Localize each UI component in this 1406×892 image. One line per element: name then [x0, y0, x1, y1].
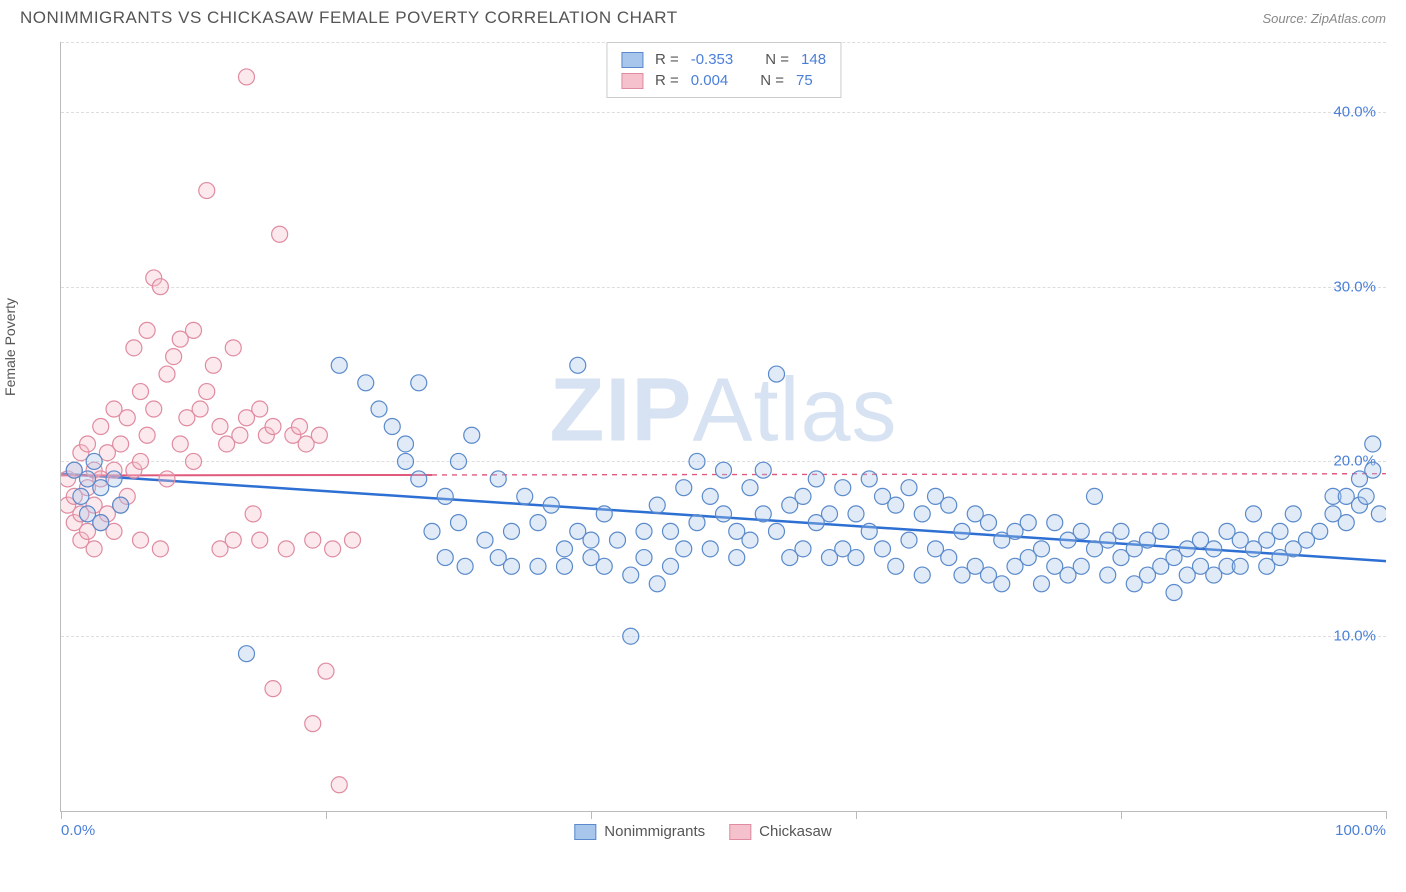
legend-swatch-nonimmigrants [574, 824, 596, 840]
legend-row-series2: R = 0.004 N = 75 [621, 70, 826, 91]
legend-item-chickasaw: Chickasaw [729, 823, 832, 840]
x-tick [856, 811, 857, 819]
legend-label: Nonimmigrants [604, 823, 705, 840]
n-value: 148 [801, 51, 826, 68]
legend-swatch-chickasaw [729, 824, 751, 840]
x-tick-label: 0.0% [61, 822, 95, 839]
x-tick [61, 811, 62, 819]
n-label: N = [765, 51, 789, 68]
r-label: R = [655, 72, 679, 89]
legend-swatch-series1 [621, 52, 643, 68]
x-tick [326, 811, 327, 819]
legend-item-nonimmigrants: Nonimmigrants [574, 823, 705, 840]
legend-label: Chickasaw [759, 823, 832, 840]
x-tick-label: 100.0% [1335, 822, 1386, 839]
y-axis-label: Female Poverty [2, 298, 18, 396]
legend-row-series1: R = -0.353 N = 148 [621, 49, 826, 70]
source-attribution: Source: ZipAtlas.com [1262, 11, 1386, 26]
legend-series-box: Nonimmigrants Chickasaw [574, 823, 831, 840]
legend-swatch-series2 [621, 73, 643, 89]
x-tick [1121, 811, 1122, 819]
n-value: 75 [796, 72, 813, 89]
scatter-svg [61, 42, 1386, 811]
chart-container: Female Poverty ZIPAtlas R = -0.353 N = 1… [20, 32, 1386, 842]
plot-area: ZIPAtlas R = -0.353 N = 148 R = 0.004 N … [60, 42, 1386, 812]
r-value: 0.004 [691, 72, 729, 89]
x-tick [1386, 811, 1387, 819]
chart-header: NONIMMIGRANTS VS CHICKASAW FEMALE POVERT… [0, 0, 1406, 32]
r-label: R = [655, 51, 679, 68]
x-tick [591, 811, 592, 819]
n-label: N = [760, 72, 784, 89]
chart-title: NONIMMIGRANTS VS CHICKASAW FEMALE POVERT… [20, 8, 678, 28]
r-value: -0.353 [691, 51, 734, 68]
legend-correlation-box: R = -0.353 N = 148 R = 0.004 N = 75 [606, 42, 841, 98]
